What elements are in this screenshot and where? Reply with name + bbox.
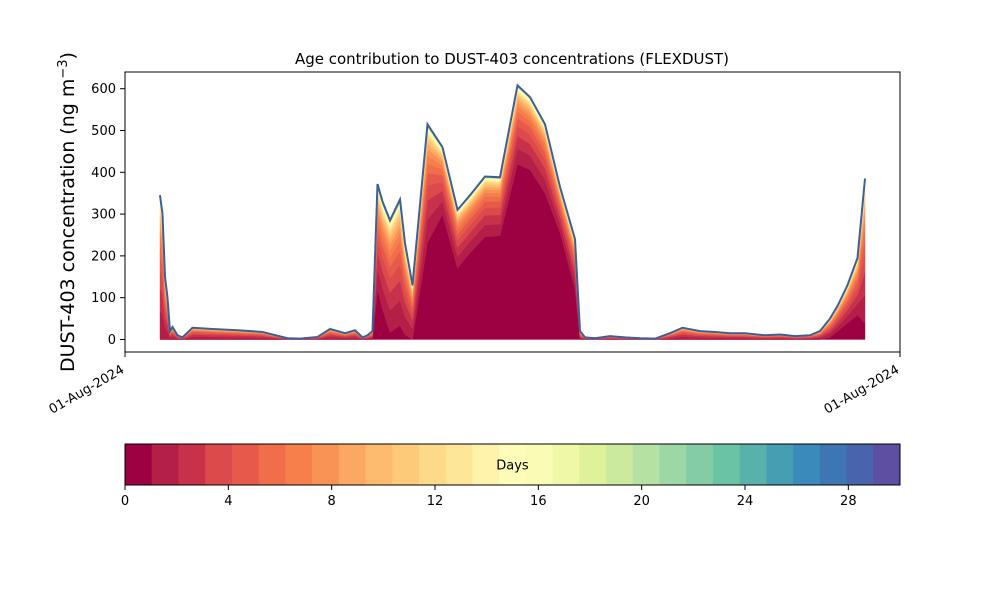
colorbar-swatch bbox=[632, 444, 660, 485]
colorbar-swatch bbox=[205, 444, 233, 485]
colorbar-swatch bbox=[499, 444, 527, 485]
colorbar-swatch bbox=[846, 444, 874, 485]
plot-area bbox=[159, 83, 866, 340]
chart-title: Age contribution to DUST-403 concentrati… bbox=[295, 50, 729, 68]
colorbar-swatch bbox=[178, 444, 206, 485]
colorbar-swatch bbox=[686, 444, 714, 485]
colorbar-swatch bbox=[285, 444, 313, 485]
age-layer-0 bbox=[160, 163, 866, 340]
colorbar-swatch bbox=[552, 444, 580, 485]
colorbar-swatch bbox=[151, 444, 179, 485]
y-tick-label: 100 bbox=[91, 291, 116, 306]
colorbar-tick-label: 28 bbox=[840, 494, 857, 509]
colorbar-swatch bbox=[659, 444, 687, 485]
colorbar-tick-label: 12 bbox=[427, 494, 444, 509]
colorbar-swatch bbox=[873, 444, 901, 485]
colorbar-tick-label: 16 bbox=[530, 494, 547, 509]
colorbar-frame bbox=[124, 443, 901, 486]
colorbar-label: Days bbox=[496, 459, 529, 474]
y-axis-label-suffix: ) bbox=[57, 52, 79, 59]
colorbar-swatch bbox=[445, 444, 473, 485]
colorbar-swatch bbox=[125, 444, 153, 485]
y-tick-label: 600 bbox=[91, 82, 116, 97]
colorbar-swatch bbox=[766, 444, 794, 485]
y-axis: 0 100 200 300 400 500 600 bbox=[91, 82, 125, 348]
colorbar: 0 4 8 12 16 20 24 28 Days bbox=[121, 443, 901, 509]
colorbar-swatch bbox=[579, 444, 607, 485]
colorbar-tick-label: 20 bbox=[633, 494, 650, 509]
y-axis-label-main: DUST-403 concentration (ng m bbox=[57, 79, 79, 372]
y-tick-label: 0 bbox=[108, 333, 116, 348]
y-tick-label: 400 bbox=[91, 166, 116, 181]
colorbar-swatch bbox=[231, 444, 260, 485]
y-tick-label: 300 bbox=[91, 208, 116, 223]
colorbar-swatch bbox=[338, 444, 367, 485]
colorbar-tick-label: 8 bbox=[328, 494, 336, 509]
colorbar-swatch bbox=[392, 444, 420, 485]
plot-frame bbox=[124, 71, 901, 353]
y-tick-label: 200 bbox=[91, 249, 116, 264]
x-tick-label: 01-Aug-2024 bbox=[822, 362, 902, 417]
colorbar-swatch bbox=[739, 444, 767, 485]
y-tick-label: 500 bbox=[91, 124, 116, 139]
x-axis: 01-Aug-2024 01-Aug-2024 bbox=[47, 352, 902, 418]
colorbar-tick-label: 0 bbox=[121, 494, 129, 509]
y-axis-label-superscript: −3 bbox=[56, 59, 71, 78]
colorbar-swatch bbox=[472, 444, 500, 485]
colorbar-swatch bbox=[365, 444, 393, 485]
colorbar-swatch bbox=[712, 444, 741, 485]
colorbar-tick-label: 4 bbox=[224, 494, 232, 509]
colorbar-tick-label: 24 bbox=[737, 494, 754, 509]
colorbar-swatch bbox=[418, 444, 447, 485]
total-concentration-line bbox=[159, 83, 866, 340]
colorbar-swatch bbox=[258, 444, 286, 485]
colorbar-swatch bbox=[793, 444, 821, 485]
colorbar-swatch bbox=[312, 444, 340, 485]
colorbar-swatch bbox=[819, 444, 848, 485]
colorbar-swatch bbox=[606, 444, 634, 485]
colorbar-swatch bbox=[525, 444, 554, 485]
y-axis-label: DUST-403 concentration (ng m−3) bbox=[56, 52, 79, 372]
